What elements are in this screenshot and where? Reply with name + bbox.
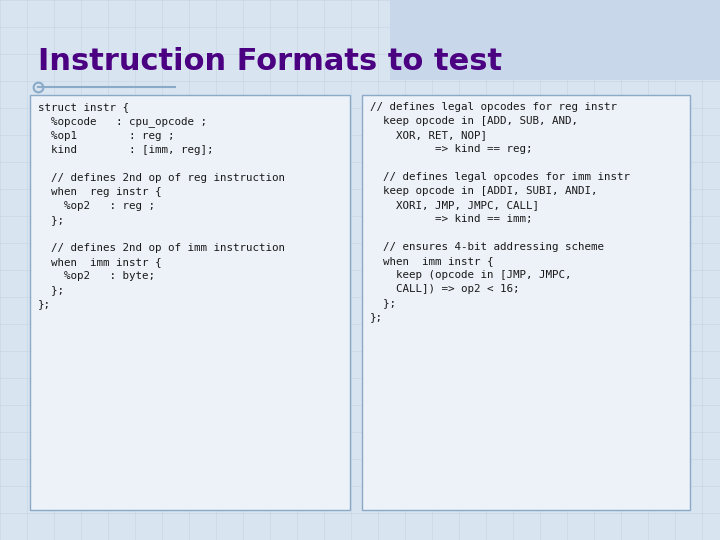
Text: struct instr {
  %opcode   : cpu_opcode ;
  %op1        : reg ;
  kind        : : struct instr { %opcode : cpu_opcode ; %o… — [38, 102, 285, 309]
Text: Instruction Formats to test: Instruction Formats to test — [38, 48, 502, 77]
Text: // defines legal opcodes for reg instr
  keep opcode in [ADD, SUB, AND,
    XOR,: // defines legal opcodes for reg instr k… — [370, 102, 630, 322]
Bar — [362, 95, 690, 510]
Bar — [30, 95, 350, 510]
Bar — [390, 0, 720, 80]
